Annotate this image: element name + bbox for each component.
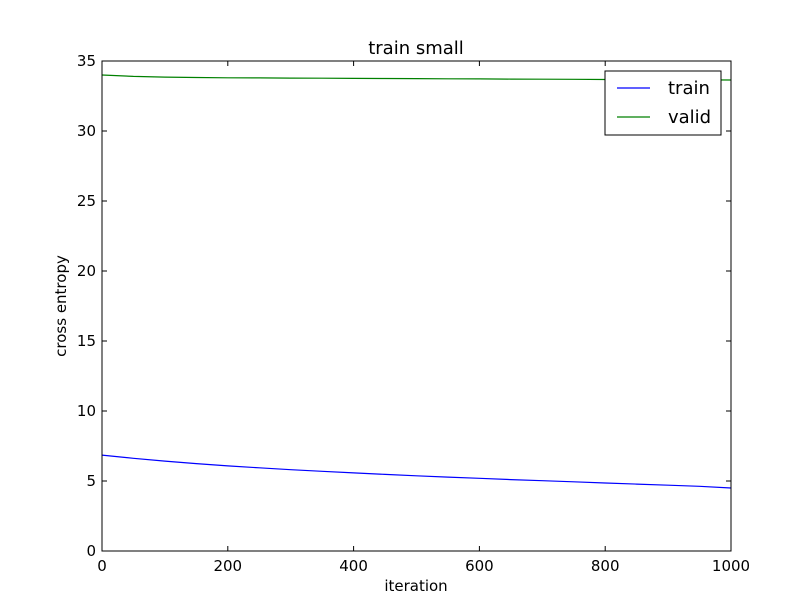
y-tick-label: 20	[77, 262, 96, 280]
y-tick-label: 15	[77, 332, 96, 350]
legend: train valid	[604, 70, 722, 136]
series-line-train	[101, 454, 732, 489]
legend-label-valid: valid	[668, 107, 711, 128]
x-tick-label: 200	[213, 557, 242, 575]
x-tick-label: 400	[339, 557, 368, 575]
x-tick-label: 600	[465, 557, 494, 575]
legend-box	[604, 70, 722, 136]
legend-label-train: train	[668, 78, 710, 99]
y-tick-label: 25	[77, 192, 96, 210]
y-tick-label: 0	[86, 542, 96, 560]
y-tick-label: 10	[77, 402, 96, 420]
x-tick-label: 0	[97, 557, 107, 575]
plot-area: 0 200 400 600 800 1000 0 5 10 15 20 25 30 35	[77, 52, 750, 575]
axes-frame	[101, 60, 732, 552]
y-tick-label: 5	[86, 472, 96, 490]
x-tick-label: 800	[591, 557, 620, 575]
y-tick-label: 35	[77, 52, 96, 70]
x-axis-label: iteration	[384, 577, 447, 595]
chart-title: train small	[368, 38, 464, 59]
y-tick-label: 30	[77, 122, 96, 140]
y-axis-label: cross entropy	[52, 255, 70, 357]
x-tick-label: 1000	[712, 557, 750, 575]
